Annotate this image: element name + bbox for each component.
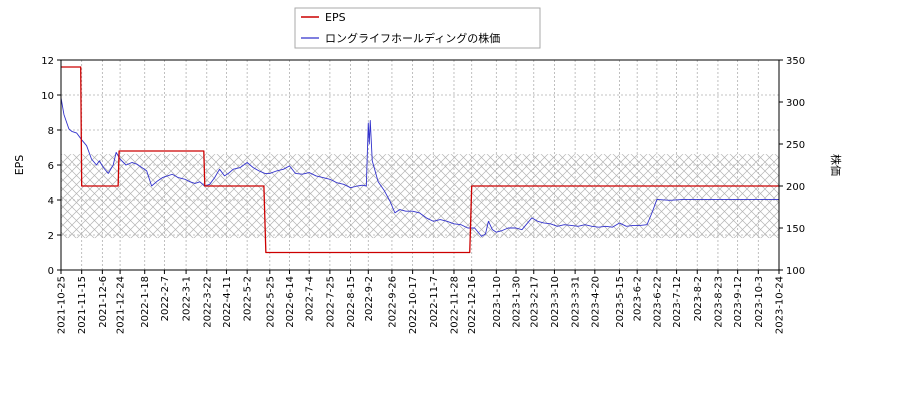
tick-label-x: 2023-5-15 xyxy=(615,276,626,328)
tick-label-x: 2022-9-2 xyxy=(364,276,375,321)
tick-label-right: 300 xyxy=(786,98,805,109)
y-axis-label-right: 株価 xyxy=(829,154,843,176)
tick-label-right: 100 xyxy=(786,266,805,277)
legend-label-eps: EPS xyxy=(325,11,346,24)
legend: EPS ロングライフホールディングの株価 xyxy=(294,7,541,49)
tick-label-x: 2022-2-7 xyxy=(160,276,171,321)
tick-label-x: 2023-2-17 xyxy=(529,276,540,328)
tick-label-x: 2023-4-20 xyxy=(590,276,601,328)
tick-label-x: 2023-1-10 xyxy=(492,276,503,328)
hatched-band xyxy=(61,154,779,239)
tick-label-x: 2022-3-22 xyxy=(202,276,213,328)
legend-box xyxy=(294,7,541,49)
tick-label-x: 2022-8-15 xyxy=(346,276,357,328)
tick-label-x: 2022-12-16 xyxy=(467,276,478,334)
tick-label-x: 2023-10-3 xyxy=(754,276,765,328)
tick-label-x: 2022-6-14 xyxy=(285,276,296,328)
tick-label-x: 2022-7-4 xyxy=(305,276,316,321)
tick-label-right: 150 xyxy=(786,224,805,235)
tick-label-x: 2023-10-24 xyxy=(775,276,786,334)
tick-label-left: 4 xyxy=(48,196,54,207)
tick-label-x: 2023-7-12 xyxy=(672,276,683,328)
tick-label-x: 2023-1-30 xyxy=(512,276,523,328)
series-line-eps xyxy=(61,66,779,254)
tick-label-left: 2 xyxy=(48,231,54,242)
tick-label-right: 250 xyxy=(786,140,805,151)
tick-label-x: 2022-11-28 xyxy=(449,276,460,334)
tick-label-x: 2022-9-26 xyxy=(387,276,398,328)
tick-label-left: 0 xyxy=(48,266,54,277)
tick-label-x: 2023-3-31 xyxy=(571,276,582,328)
tick-label-x: 2023-9-12 xyxy=(733,276,744,328)
series-line-stock-price xyxy=(60,97,779,237)
tick-label-x: 2023-6-22 xyxy=(652,276,663,328)
tick-label-x: 2023-6-2 xyxy=(633,276,644,321)
series-layer xyxy=(60,66,779,254)
tick-label-x: 2022-1-18 xyxy=(140,276,151,328)
left-axis: 0 2 4 6 8 10 12 xyxy=(41,56,61,277)
tick-label-x: 2022-3-1 xyxy=(182,276,193,321)
tick-label-x: 2021-12-6 xyxy=(98,276,109,328)
tick-label-x: 2022-11-7 xyxy=(429,276,440,328)
legend-label-stock-price: ロングライフホールディングの株価 xyxy=(325,31,500,45)
tick-label-x: 2022-4-11 xyxy=(222,276,233,328)
tick-label-left: 6 xyxy=(48,161,54,172)
tick-label-x: 2022-7-25 xyxy=(325,276,336,328)
tick-label-x: 2023-3-10 xyxy=(550,276,561,328)
x-axis: 2021-10-25 2021-11-15 2021-12-6 2021-12-24 2… xyxy=(57,270,786,334)
tick-label-x: 2021-10-25 xyxy=(57,276,68,334)
tick-label-x: 2023-8-2 xyxy=(693,276,704,321)
tick-label-right: 350 xyxy=(786,56,805,67)
tick-label-right: 200 xyxy=(786,182,805,193)
grid xyxy=(60,59,780,271)
tick-label-x: 2021-12-24 xyxy=(116,276,127,334)
tick-label-left: 12 xyxy=(41,56,54,67)
tick-label-x: 2022-5-25 xyxy=(265,276,276,328)
tick-label-x: 2023-8-23 xyxy=(713,276,724,328)
tick-label-x: 2022-5-2 xyxy=(243,276,254,321)
tick-label-left: 10 xyxy=(41,91,54,102)
tick-label-x: 2021-11-15 xyxy=(77,276,88,334)
tick-label-left: 8 xyxy=(48,126,54,137)
right-axis: 100 150 200 250 300 350 xyxy=(779,56,805,277)
tick-label-x: 2022-10-17 xyxy=(408,276,419,334)
y-axis-label-left: EPS xyxy=(13,155,26,176)
